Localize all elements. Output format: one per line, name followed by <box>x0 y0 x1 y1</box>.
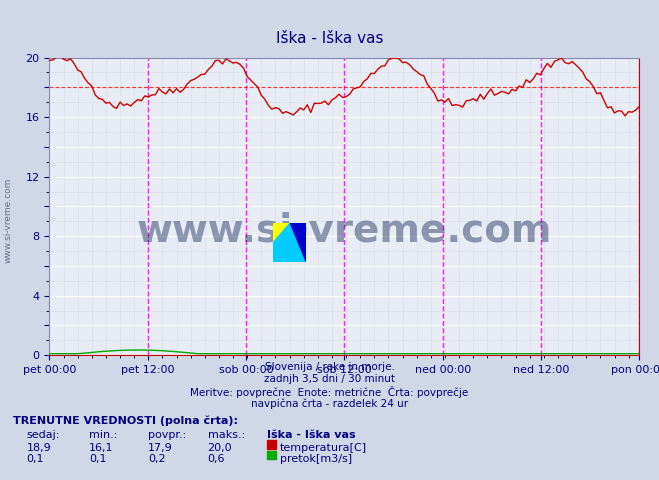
Text: TRENUTNE VREDNOSTI (polna črta):: TRENUTNE VREDNOSTI (polna črta): <box>13 415 238 426</box>
Text: povpr.:: povpr.: <box>148 430 186 440</box>
Text: temperatura[C]: temperatura[C] <box>280 443 367 453</box>
Text: 0,2: 0,2 <box>148 454 166 464</box>
Polygon shape <box>273 223 306 262</box>
Text: pretok[m3/s]: pretok[m3/s] <box>280 454 352 464</box>
Text: 16,1: 16,1 <box>89 443 113 453</box>
Text: 17,9: 17,9 <box>148 443 173 453</box>
Text: Slovenija / reke in morje.: Slovenija / reke in morje. <box>264 362 395 372</box>
Text: navpična črta - razdelek 24 ur: navpična črta - razdelek 24 ur <box>251 398 408 409</box>
Bar <box>267 440 276 449</box>
Text: www.si-vreme.com: www.si-vreme.com <box>136 211 552 249</box>
Text: Meritve: povprečne  Enote: metrične  Črta: povprečje: Meritve: povprečne Enote: metrične Črta:… <box>190 386 469 398</box>
Text: 0,1: 0,1 <box>89 454 107 464</box>
Text: 0,1: 0,1 <box>26 454 44 464</box>
Polygon shape <box>273 223 290 242</box>
Text: Iška - Iška vas: Iška - Iška vas <box>275 31 384 46</box>
Polygon shape <box>290 223 306 262</box>
Text: maks.:: maks.: <box>208 430 245 440</box>
Text: 18,9: 18,9 <box>26 443 51 453</box>
Text: Iška - Iška vas: Iška - Iška vas <box>267 430 355 440</box>
Text: zadnjh 3,5 dni / 30 minut: zadnjh 3,5 dni / 30 minut <box>264 374 395 384</box>
Bar <box>267 451 276 459</box>
Text: min.:: min.: <box>89 430 117 440</box>
Text: sedaj:: sedaj: <box>26 430 60 440</box>
Text: 0,6: 0,6 <box>208 454 225 464</box>
Text: www.si-vreme.com: www.si-vreme.com <box>3 178 13 264</box>
Text: 20,0: 20,0 <box>208 443 232 453</box>
